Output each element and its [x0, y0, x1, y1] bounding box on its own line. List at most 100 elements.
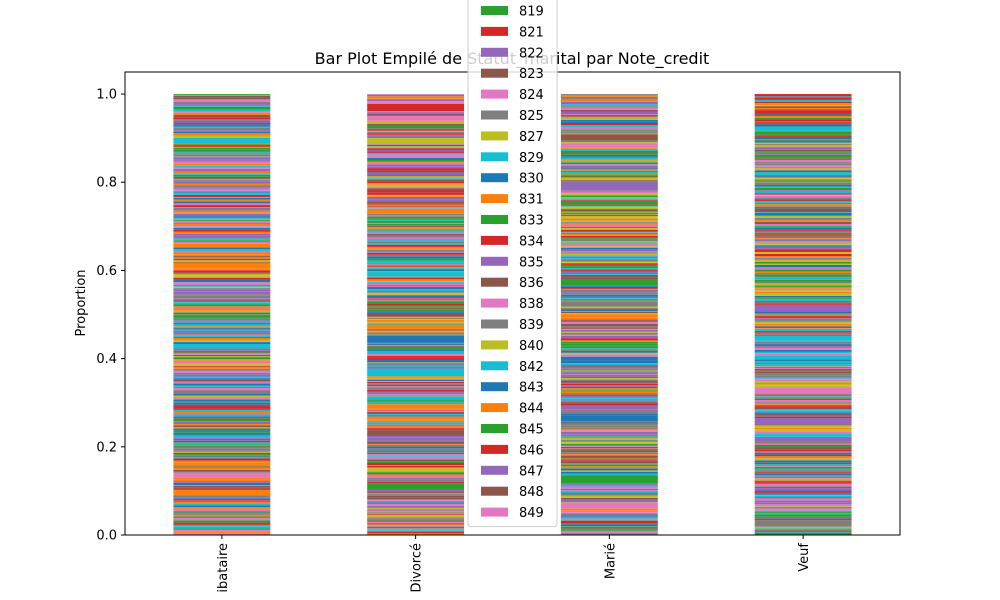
bar-segment: [173, 135, 271, 138]
bar-segment: [754, 135, 852, 137]
bar-segment: [367, 249, 465, 250]
bar-segment: [173, 390, 271, 391]
bar-segment: [367, 149, 465, 152]
bar-segment: [173, 137, 271, 142]
bar-segment: [173, 513, 271, 515]
bar-segment: [173, 272, 271, 274]
bar-segment: [173, 203, 271, 206]
bar-segment: [560, 200, 658, 202]
bar-segment: [560, 180, 658, 181]
bar-segment: [173, 216, 271, 218]
bar-segment: [754, 518, 852, 521]
bar-segment: [173, 451, 271, 453]
bar-segment: [173, 160, 271, 162]
bar-segment: [560, 175, 658, 177]
bar-segment: [754, 298, 852, 300]
bar-segment: [754, 466, 852, 469]
bar-segment: [367, 192, 465, 195]
y-tick-label: 0.2: [96, 440, 117, 455]
bar-segment: [367, 322, 465, 325]
bar-segment: [367, 353, 465, 354]
bar-segment: [754, 403, 852, 405]
bar-segment: [754, 190, 852, 194]
x-tick-label: Divorcé: [410, 543, 425, 592]
bar-segment: [560, 340, 658, 342]
bar-segment: [560, 329, 658, 330]
bar-segment: [173, 263, 271, 269]
bar-segment: [367, 286, 465, 288]
bar-segment: [560, 106, 658, 107]
bar-segment: [173, 374, 271, 377]
bar-Divorcé: [367, 94, 465, 535]
bar-segment: [560, 170, 658, 172]
bar-segment: [754, 297, 852, 299]
bar-segment: [560, 99, 658, 102]
bar-segment: [367, 523, 465, 525]
bar-segment: [367, 219, 465, 221]
bar-segment: [173, 233, 271, 236]
bar-segment: [754, 531, 852, 533]
bar-segment: [754, 105, 852, 106]
bar-segment: [173, 313, 271, 315]
bar-segment: [754, 201, 852, 203]
bar-segment: [173, 503, 271, 506]
bar-segment: [754, 334, 852, 336]
bar-segment: [560, 310, 658, 312]
bar-segment: [173, 223, 271, 224]
bar-segment: [173, 524, 271, 527]
bar-segment: [754, 513, 852, 515]
bar-segment: [754, 429, 852, 432]
bar-segment: [560, 329, 658, 332]
bar-segment: [173, 207, 271, 208]
bar-segment: [173, 254, 271, 257]
bar-segment: [560, 365, 658, 367]
bar-segment: [560, 174, 658, 176]
bar-segment: [560, 352, 658, 354]
bar-segment: [754, 279, 852, 282]
bar-segment: [560, 277, 658, 280]
bar-segment: [754, 103, 852, 106]
bar-segment: [173, 101, 271, 104]
bar-segment: [560, 145, 658, 148]
bar-segment: [367, 258, 465, 261]
bar-segment: [560, 368, 658, 371]
bar-segment: [367, 125, 465, 129]
bar-segment: [173, 238, 271, 240]
bar-segment: [754, 141, 852, 143]
bar-segment: [367, 136, 465, 139]
bar-segment: [560, 460, 658, 462]
bar-segment: [173, 143, 271, 145]
bar-segment: [367, 226, 465, 228]
bar-segment: [367, 227, 465, 229]
bar-segment: [560, 455, 658, 458]
bar-segment: [560, 266, 658, 269]
bar-segment: [173, 295, 271, 299]
bar-segment: [754, 99, 852, 103]
bar-segment: [367, 430, 465, 436]
bar-segment: [173, 285, 271, 287]
bar-segment: [367, 317, 465, 319]
bar-segment: [754, 346, 852, 348]
bar-segment: [560, 409, 658, 411]
bar-segment: [173, 276, 271, 278]
bar-segment: [754, 277, 852, 280]
bar-segment: [173, 306, 271, 308]
bar-segment: [560, 328, 658, 330]
bar-segment: [367, 249, 465, 252]
bar-segment: [173, 425, 271, 426]
bar-segment: [560, 442, 658, 444]
bar-segment: [560, 291, 658, 293]
bar-segment: [367, 467, 465, 470]
bar-segment: [754, 230, 852, 233]
x-tick-label: Marié: [603, 543, 618, 579]
bar-segment: [754, 456, 852, 459]
bar-segment: [173, 94, 271, 95]
bar-segment: [560, 151, 658, 153]
bar-segment: [560, 224, 658, 227]
bar-segment: [173, 292, 271, 295]
bar-segment: [367, 422, 465, 425]
bar-segment: [173, 458, 271, 461]
bar-segment: [173, 318, 271, 319]
bar-segment: [754, 224, 852, 226]
bar-segment: [367, 381, 465, 382]
